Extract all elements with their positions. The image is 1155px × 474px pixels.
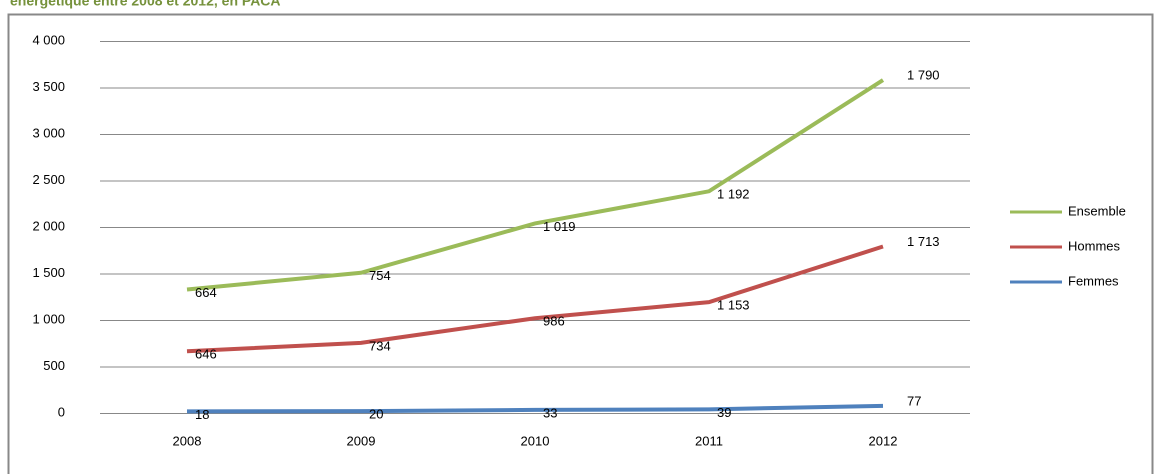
- y-tick-label: 1 500: [32, 265, 65, 280]
- legend-label: Femmes: [1068, 273, 1119, 288]
- x-tick-label: 2010: [521, 433, 550, 448]
- data-label: 1 790: [907, 67, 940, 82]
- series-line: [186, 403, 884, 414]
- data-label: 77: [907, 393, 921, 408]
- x-tick-label: 2009: [347, 433, 376, 448]
- data-label: 1 713: [907, 234, 940, 249]
- data-label: 646: [195, 347, 217, 362]
- series-line: [186, 78, 885, 292]
- data-label: 1 019: [543, 219, 576, 234]
- chart-title: énergétique entre 2008 et 2012, en PACA: [10, 0, 281, 9]
- data-label: 20: [369, 407, 383, 422]
- data-label: 33: [543, 405, 557, 420]
- y-tick-label: 2 000: [32, 218, 65, 233]
- x-tick-label: 2012: [869, 433, 898, 448]
- y-tick-label: 1 000: [32, 311, 65, 326]
- y-tick-label: 3 000: [32, 125, 65, 140]
- legend-label: Ensemble: [1068, 203, 1126, 218]
- data-label: 986: [543, 314, 565, 329]
- y-tick-label: 3 500: [32, 79, 65, 94]
- y-tick-label: 2 500: [32, 172, 65, 187]
- data-label: 734: [369, 338, 391, 353]
- x-tick-label: 2008: [173, 433, 202, 448]
- data-label: 754: [369, 268, 391, 283]
- y-tick-label: 4 000: [32, 32, 65, 47]
- data-label: 18: [195, 407, 209, 422]
- chart-border: [7, 13, 1154, 474]
- data-label: 1 192: [717, 187, 750, 202]
- data-label: 39: [717, 405, 731, 420]
- x-tick-label: 2011: [695, 433, 723, 448]
- data-label: 1 153: [717, 298, 750, 313]
- legend-label: Hommes: [1068, 238, 1121, 253]
- series-line: [186, 244, 884, 354]
- data-label: 664: [195, 285, 217, 300]
- y-tick-label: 0: [58, 404, 65, 419]
- y-tick-label: 500: [43, 358, 65, 373]
